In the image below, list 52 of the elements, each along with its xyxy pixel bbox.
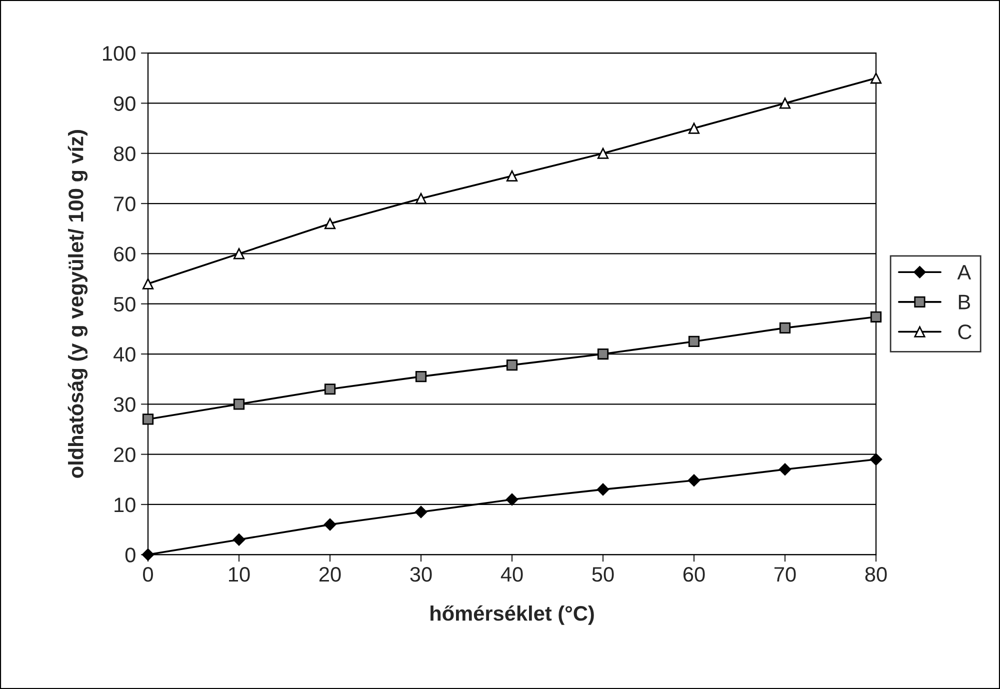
y-tick-label: 60	[114, 246, 136, 262]
x-tick-label: 30	[410, 567, 432, 582]
x-tick-label: 40	[500, 567, 523, 582]
x-tick-label: 80	[865, 567, 887, 582]
y-tick-label: 100	[103, 46, 136, 61]
point	[688, 122, 700, 134]
point	[142, 548, 154, 561]
y-tick-label: 80	[114, 146, 136, 162]
point	[142, 414, 154, 425]
point	[233, 398, 245, 410]
point	[233, 248, 245, 260]
point	[415, 371, 427, 382]
point	[324, 384, 336, 395]
point	[688, 474, 700, 487]
legend-label: B	[958, 294, 970, 310]
point	[142, 278, 154, 290]
point	[778, 463, 792, 476]
y-tick-label: 30	[114, 397, 136, 412]
point	[506, 170, 518, 182]
y-tick-label: 10	[114, 497, 136, 512]
point	[779, 322, 791, 334]
x-tick-label: 20	[319, 567, 341, 582]
x-tick-label: 50	[592, 567, 614, 582]
y-axis-title: oldhatóság (y g vegyület/ 100 g víz)	[68, 130, 88, 478]
point	[870, 311, 882, 322]
y-tick-label: 20	[114, 447, 136, 462]
point	[506, 359, 518, 371]
legend-label: C	[958, 324, 972, 340]
x-tick-label: 60	[683, 567, 705, 582]
x-axis-title: hőmérséklet (°C)	[430, 605, 594, 625]
point	[596, 483, 610, 496]
x-tick-label: 70	[774, 567, 796, 582]
point	[414, 506, 428, 518]
point	[415, 192, 427, 204]
point	[779, 98, 791, 109]
point	[506, 493, 518, 506]
y-tick-label: 0	[125, 548, 136, 562]
y-tick-label: 50	[114, 296, 136, 312]
point	[688, 336, 700, 348]
x-tick-label: 0	[143, 567, 153, 582]
y-tick-label: 90	[114, 96, 136, 111]
x-tick-label: 10	[229, 567, 250, 582]
point	[870, 72, 882, 84]
point	[597, 348, 609, 360]
y-tick-label: 40	[114, 347, 136, 362]
point	[324, 218, 336, 230]
point	[232, 534, 246, 546]
point	[597, 148, 609, 159]
legend-label: A	[957, 265, 972, 280]
y-tick-label: 70	[114, 196, 136, 212]
point	[324, 518, 336, 531]
point	[870, 453, 882, 466]
